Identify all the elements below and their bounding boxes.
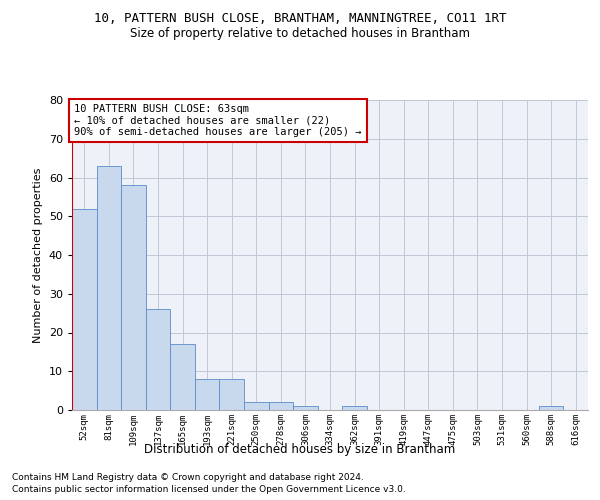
- Text: 10 PATTERN BUSH CLOSE: 63sqm
← 10% of detached houses are smaller (22)
90% of se: 10 PATTERN BUSH CLOSE: 63sqm ← 10% of de…: [74, 104, 362, 137]
- Bar: [539, 406, 563, 410]
- Text: 10, PATTERN BUSH CLOSE, BRANTHAM, MANNINGTREE, CO11 1RT: 10, PATTERN BUSH CLOSE, BRANTHAM, MANNIN…: [94, 12, 506, 26]
- Bar: [121, 185, 146, 410]
- Text: Contains public sector information licensed under the Open Government Licence v3: Contains public sector information licen…: [12, 485, 406, 494]
- Bar: [244, 402, 269, 410]
- Bar: [146, 309, 170, 410]
- Bar: [72, 208, 97, 410]
- Bar: [220, 379, 244, 410]
- Bar: [97, 166, 121, 410]
- Y-axis label: Number of detached properties: Number of detached properties: [33, 168, 43, 342]
- Bar: [195, 379, 220, 410]
- Text: Distribution of detached houses by size in Brantham: Distribution of detached houses by size …: [145, 442, 455, 456]
- Bar: [342, 406, 367, 410]
- Bar: [293, 406, 318, 410]
- Text: Contains HM Land Registry data © Crown copyright and database right 2024.: Contains HM Land Registry data © Crown c…: [12, 472, 364, 482]
- Text: Size of property relative to detached houses in Brantham: Size of property relative to detached ho…: [130, 28, 470, 40]
- Bar: [269, 402, 293, 410]
- Bar: [170, 344, 195, 410]
